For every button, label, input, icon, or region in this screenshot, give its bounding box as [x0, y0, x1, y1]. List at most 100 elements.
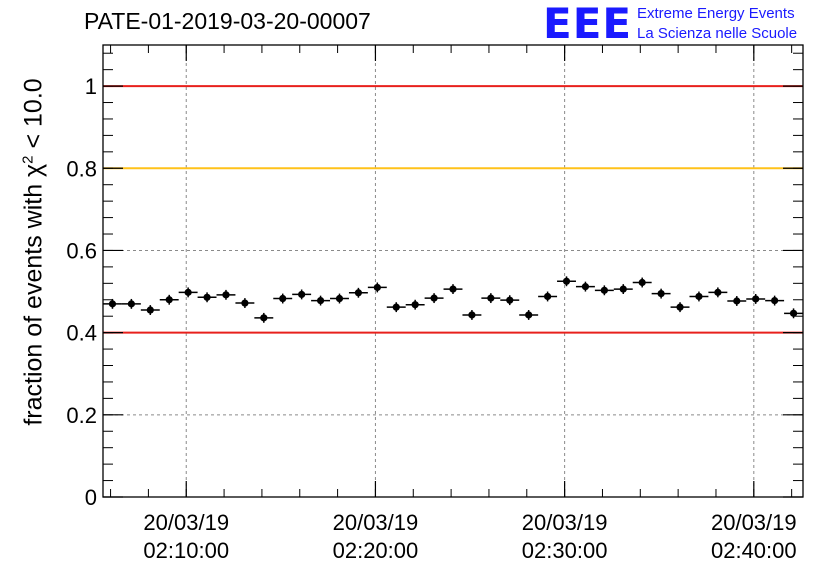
data-point — [519, 310, 539, 320]
point-marker — [789, 309, 798, 317]
data-point — [348, 287, 368, 298]
point-marker — [411, 301, 419, 309]
logo-line-2: La Scienza nelle Scuole — [637, 25, 798, 42]
x-tick-time-label: 02:30:00 — [522, 538, 608, 563]
data-point — [121, 298, 141, 309]
data-point — [575, 281, 595, 292]
point-marker — [525, 311, 533, 319]
x-tick-time-label: 02:40:00 — [711, 538, 797, 563]
point-marker — [676, 303, 684, 311]
x-tick-time-label: 02:10:00 — [143, 538, 229, 563]
data-point — [594, 285, 614, 296]
data-point — [708, 287, 728, 298]
data-point — [103, 298, 122, 309]
data-point — [613, 284, 633, 295]
point-marker — [203, 293, 211, 301]
grid-lines — [103, 45, 803, 497]
data-point — [462, 310, 482, 320]
y-axis-label-symbol: χ — [19, 163, 48, 177]
point-marker — [373, 283, 381, 292]
axis-ticks — [103, 45, 803, 498]
point-marker — [241, 299, 249, 307]
point-marker — [449, 285, 457, 293]
point-marker — [619, 285, 627, 293]
point-marker — [771, 296, 779, 305]
tick-labels: 0 0.2 0.4 0.6 0.8 1 20/03/19 02:10:00 20/03/19 02… — [66, 74, 796, 563]
point-marker — [335, 294, 344, 303]
data-point — [197, 292, 217, 303]
y-tick-label: 0 — [85, 485, 97, 510]
point-marker — [752, 295, 760, 303]
point-marker — [506, 296, 514, 304]
point-marker — [146, 306, 154, 314]
y-axis-label-threshold: < 10.0 — [19, 78, 48, 156]
x-tick-date-label: 20/03/19 — [711, 510, 797, 535]
point-marker — [260, 314, 268, 322]
data-point — [746, 294, 766, 304]
data-point — [538, 291, 558, 302]
logo-line-1: Extreme Energy Events — [637, 5, 795, 22]
y-tick-label: 0.2 — [66, 403, 97, 428]
data-point — [178, 287, 198, 298]
point-marker — [316, 296, 325, 305]
point-marker — [165, 296, 173, 304]
x-tick-date-label: 20/03/19 — [522, 510, 608, 535]
point-marker — [392, 303, 400, 311]
plot-frame — [102, 44, 804, 498]
data-point — [727, 296, 747, 306]
point-marker — [714, 288, 722, 296]
data-point — [765, 295, 785, 306]
x-tick-date-label: 20/03/19 — [143, 510, 229, 535]
data-point — [424, 293, 444, 304]
data-point — [311, 295, 331, 306]
data-point — [670, 302, 690, 313]
point-marker — [543, 292, 552, 301]
data-point — [330, 293, 349, 304]
point-marker — [487, 294, 495, 302]
point-marker — [638, 278, 646, 287]
data-point — [386, 302, 406, 313]
point-marker — [184, 288, 192, 296]
point-marker — [222, 291, 230, 299]
y-tick-label: 0.4 — [66, 321, 97, 346]
point-marker — [695, 292, 703, 301]
data-point — [500, 295, 520, 306]
point-marker — [657, 290, 665, 298]
point-marker — [354, 289, 363, 297]
point-marker — [279, 294, 287, 303]
point-marker — [581, 283, 590, 291]
data-point — [273, 293, 293, 304]
data-point — [557, 276, 576, 287]
point-marker — [430, 294, 438, 302]
point-marker — [600, 286, 608, 294]
data-point — [140, 305, 160, 315]
data-point — [159, 294, 179, 305]
data-point — [784, 308, 803, 319]
y-tick-label: 0.8 — [66, 156, 97, 181]
data-point — [292, 289, 312, 300]
x-tick-date-label: 20/03/19 — [333, 510, 419, 535]
point-marker — [468, 311, 476, 319]
data-point — [689, 291, 709, 302]
point-marker — [127, 300, 135, 308]
y-axis-label-superscript: 2 — [19, 155, 37, 164]
x-tick-time-label: 02:20:00 — [333, 538, 419, 563]
reference-lines — [103, 85, 803, 334]
eee-logo: EEE — [543, 0, 633, 48]
point-marker — [733, 297, 741, 305]
point-marker — [298, 290, 306, 299]
data-point — [443, 284, 463, 295]
data-point — [405, 299, 425, 310]
data-point — [367, 282, 387, 293]
y-axis-label-text: fraction of events with — [19, 176, 48, 426]
data-point — [235, 298, 255, 308]
data-point — [254, 312, 274, 323]
point-marker — [562, 277, 571, 285]
data-point — [632, 277, 652, 288]
data-point — [481, 293, 501, 304]
y-tick-label: 0.6 — [66, 238, 97, 263]
y-axis-label: fraction of events with χ2 < 10.0 — [19, 78, 48, 425]
point-marker — [108, 300, 117, 308]
y-tick-label: 1 — [85, 74, 97, 99]
